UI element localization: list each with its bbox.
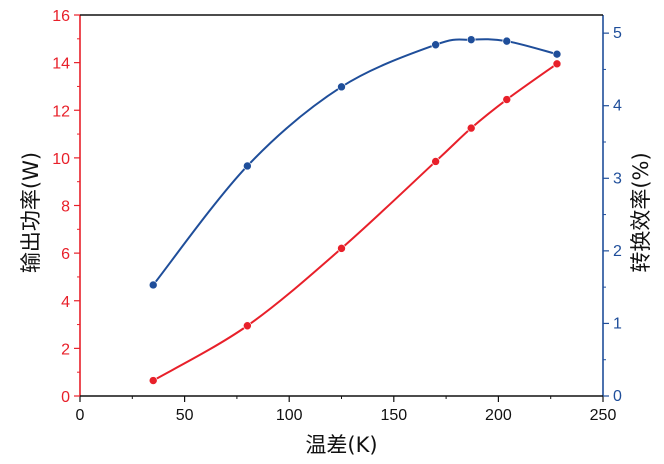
left-y-tick-label: 8 (61, 199, 70, 216)
conversion-efficiency-point (243, 161, 252, 171)
series-curves (152, 38, 558, 382)
left-y-axis-title: 输出功率(W) (19, 152, 43, 273)
right-y-tick-label: 3 (613, 170, 622, 187)
conversion-efficiency-point (337, 82, 346, 92)
output-power-curve (152, 63, 558, 382)
left-y-tick-label: 0 (61, 389, 70, 406)
output-power-point (466, 123, 476, 133)
output-power-point (502, 95, 512, 104)
left-y-tick-label: 4 (61, 294, 70, 311)
left-y-tick-label: 10 (52, 151, 70, 168)
conversion-efficiency-point (148, 280, 158, 290)
left-y-tick-label: 2 (61, 341, 70, 358)
x-tick-label: 0 (76, 407, 85, 424)
conversion-efficiency-point (502, 36, 512, 46)
x-tick-label: 50 (176, 407, 194, 424)
conversion-efficiency-curve (152, 38, 558, 286)
x-tick-label: 200 (485, 407, 512, 424)
conversion-efficiency-point (552, 49, 562, 59)
right-y-tick-label: 0 (613, 388, 622, 405)
output-power-point (552, 59, 562, 69)
right-y-tick-label: 4 (613, 98, 622, 115)
right-y-axis-title: 转换效率(%) (629, 152, 653, 272)
conversion-efficiency-point (431, 40, 440, 50)
conversion-efficiency-point (466, 35, 476, 44)
axes (79, 14, 604, 397)
output-power-point (148, 376, 158, 385)
right-y-tick-label: 5 (613, 25, 622, 42)
right-y-tick-label: 2 (613, 243, 622, 260)
x-tick-label: 250 (590, 407, 617, 424)
left-y-tick-label: 14 (52, 56, 70, 73)
series-points (148, 35, 562, 385)
x-tick-label: 150 (380, 407, 407, 424)
output-power-point (337, 244, 346, 253)
left-y-tick-label: 16 (52, 8, 70, 25)
output-power-point (243, 321, 252, 331)
left-y-tick-label: 6 (61, 246, 70, 263)
x-tick-label: 100 (276, 407, 303, 424)
output-power-point (431, 157, 440, 166)
right-y-tick-label: 1 (613, 315, 622, 332)
tick-marks (74, 14, 609, 402)
left-y-tick-label: 12 (52, 103, 70, 120)
x-axis-title: 温差(K) (305, 433, 377, 457)
